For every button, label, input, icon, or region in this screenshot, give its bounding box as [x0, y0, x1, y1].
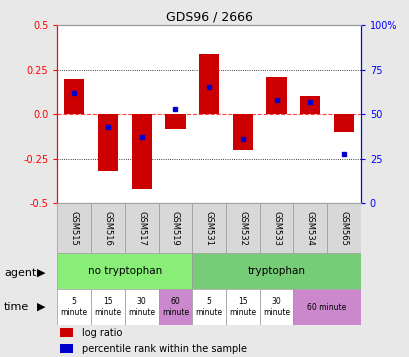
Bar [91, 289, 124, 325]
Bar [158, 289, 192, 325]
Bar [158, 203, 192, 253]
Bar [124, 203, 158, 253]
Text: 30
minute: 30 minute [262, 297, 290, 317]
Bar [60, 344, 72, 353]
Bar [64, 79, 84, 114]
Text: GSM517: GSM517 [137, 211, 146, 246]
Bar [57, 289, 91, 325]
Bar [293, 203, 326, 253]
Bar [124, 289, 158, 325]
Bar [98, 114, 118, 171]
Bar [91, 203, 124, 253]
Bar [259, 289, 293, 325]
Text: agent: agent [4, 268, 36, 278]
Bar [259, 203, 293, 253]
Text: GSM516: GSM516 [103, 211, 112, 246]
Text: 15
minute: 15 minute [229, 297, 256, 317]
Title: GDS96 / 2666: GDS96 / 2666 [165, 11, 252, 24]
Text: 30
minute: 30 minute [128, 297, 155, 317]
Bar [192, 289, 225, 325]
Text: ▶: ▶ [37, 268, 45, 278]
Bar [293, 289, 360, 325]
Bar [60, 328, 72, 337]
Text: ▶: ▶ [37, 302, 45, 312]
Bar [333, 114, 353, 132]
Bar [57, 203, 91, 253]
Bar [57, 253, 192, 289]
Bar [232, 114, 252, 150]
Text: GSM515: GSM515 [70, 211, 79, 246]
Bar [225, 203, 259, 253]
Text: GSM519: GSM519 [171, 211, 180, 246]
Bar [198, 54, 219, 114]
Text: 60 minute: 60 minute [307, 302, 346, 312]
Bar [225, 289, 259, 325]
Text: no tryptophan: no tryptophan [88, 266, 162, 276]
Bar [131, 114, 151, 189]
Text: tryptophan: tryptophan [247, 266, 305, 276]
Bar [165, 114, 185, 129]
Bar [192, 203, 225, 253]
Bar [326, 203, 360, 253]
Bar [192, 253, 360, 289]
Bar [299, 96, 319, 114]
Text: GSM565: GSM565 [339, 211, 348, 246]
Text: 5
minute: 5 minute [195, 297, 222, 317]
Text: GSM534: GSM534 [305, 211, 314, 246]
Text: 15
minute: 15 minute [94, 297, 121, 317]
Text: time: time [4, 302, 29, 312]
Bar [266, 77, 286, 114]
Text: GSM532: GSM532 [238, 211, 247, 246]
Text: 5
minute: 5 minute [61, 297, 88, 317]
Text: percentile rank within the sample: percentile rank within the sample [81, 344, 246, 354]
Text: 60
minute: 60 minute [162, 297, 189, 317]
Text: GSM531: GSM531 [204, 211, 213, 246]
Text: log ratio: log ratio [81, 328, 122, 338]
Text: GSM533: GSM533 [271, 211, 280, 246]
